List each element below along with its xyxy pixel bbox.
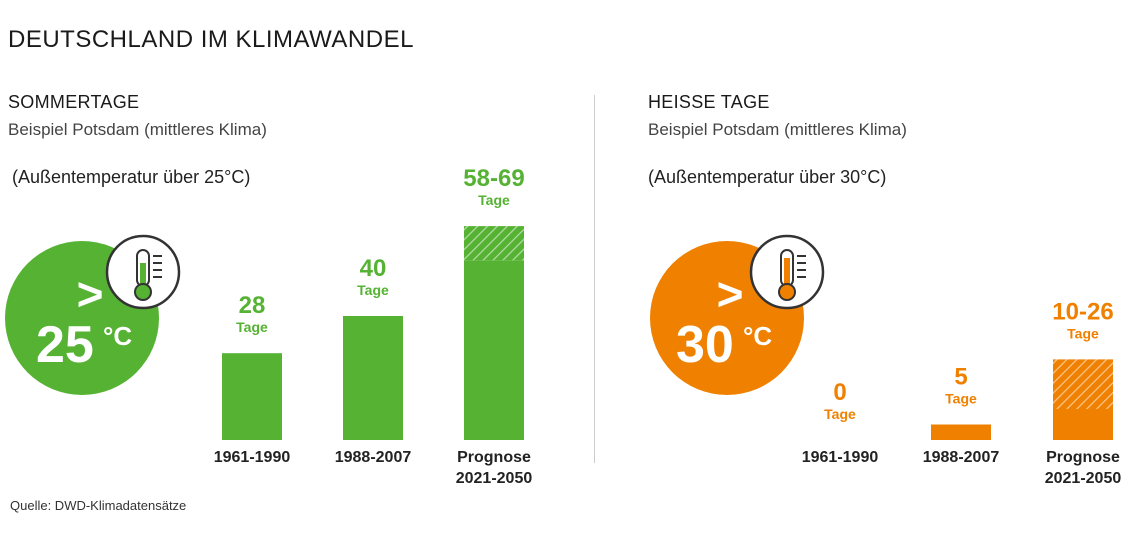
- bar: [222, 353, 282, 440]
- source-note: Quelle: DWD-Klimadatensätze: [10, 498, 187, 513]
- badge-value: 30: [676, 316, 734, 374]
- bar: [1053, 409, 1113, 440]
- bar-range: [464, 226, 524, 261]
- thermometer-icon: [105, 234, 181, 310]
- category-label: 1988-2007: [923, 449, 1000, 466]
- bar: [931, 424, 991, 440]
- panel-title-heisse-tage: HEISSE TAGE: [648, 92, 770, 112]
- greater-than-sign: >: [717, 268, 744, 320]
- data-label: 0: [833, 379, 846, 406]
- data-label: 5: [954, 364, 967, 391]
- panel-divider: [594, 95, 595, 463]
- greater-than-sign: >: [77, 268, 104, 320]
- unit-label: Tage: [357, 282, 389, 298]
- category-label: 2021-2050: [456, 470, 533, 487]
- panel-condition: (Außentemperatur über 30°C): [648, 167, 887, 187]
- category-label: Prognose: [1046, 449, 1120, 466]
- badge-unit: °C: [743, 321, 772, 351]
- data-label: 58-69: [463, 165, 524, 192]
- category-label: 2021-2050: [1045, 470, 1122, 487]
- unit-label: Tage: [236, 319, 268, 335]
- thermometer-icon: [749, 234, 825, 310]
- category-label: 1961-1990: [802, 449, 879, 466]
- data-label: 10-26: [1052, 298, 1113, 325]
- panel-condition: (Außentemperatur über 25°C): [12, 167, 251, 187]
- bar: [343, 316, 403, 440]
- badge-value: 25: [36, 316, 94, 374]
- unit-label: Tage: [824, 406, 856, 422]
- category-label: 1961-1990: [214, 449, 291, 466]
- category-label: Prognose: [457, 449, 531, 466]
- unit-label: Tage: [945, 391, 977, 407]
- temperature-badge-25: > 25 °C: [5, 234, 181, 395]
- page-title: DEUTSCHLAND IM KLIMAWANDEL: [8, 26, 414, 53]
- data-label: 40: [360, 255, 387, 282]
- category-label: 1988-2007: [335, 449, 412, 466]
- temperature-badge-30: > 30 °C: [650, 234, 825, 395]
- unit-label: Tage: [478, 192, 510, 208]
- data-label: 28: [239, 292, 266, 319]
- panel-subtitle: Beispiel Potsdam (mittleres Klima): [8, 120, 267, 139]
- panel-subtitle: Beispiel Potsdam (mittleres Klima): [648, 120, 907, 139]
- unit-label: Tage: [1067, 325, 1099, 341]
- panel-title-sommertage: SOMMERTAGE: [8, 92, 140, 112]
- badge-unit: °C: [103, 321, 132, 351]
- bar-range: [1053, 359, 1113, 409]
- bar: [464, 260, 524, 440]
